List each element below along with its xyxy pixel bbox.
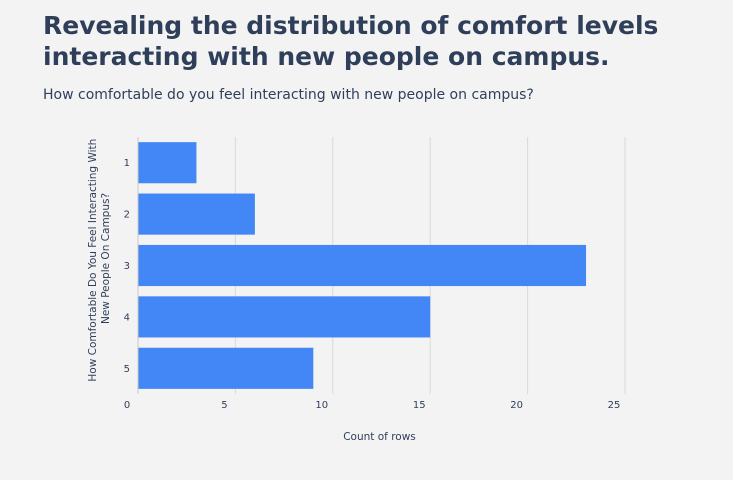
x-tick-label-10: 10 — [315, 400, 328, 411]
chart-title: Revealing the distribution of comfort le… — [43, 11, 659, 71]
bars — [138, 142, 587, 389]
x-tick-label-0: 0 — [124, 400, 130, 411]
x-tick-label-25: 25 — [608, 400, 621, 411]
x-tick-label-5: 5 — [221, 400, 227, 411]
x-tick-label-15: 15 — [413, 400, 426, 411]
y-tick-label-3: 3 — [124, 261, 130, 272]
bar-5 — [138, 347, 314, 389]
y-tick-labels: 1 2 3 4 5 — [124, 158, 130, 375]
y-axis-title: How Comfortable Do You Feel Interacting … — [87, 135, 112, 381]
bar-2 — [138, 193, 255, 235]
bar-4 — [138, 296, 431, 338]
y-tick-label-1: 1 — [124, 158, 130, 169]
bar-3 — [138, 244, 587, 287]
y-tick-label-4: 4 — [124, 312, 130, 323]
x-axis-title: Count of rows — [343, 431, 416, 443]
y-axis-title-line-2: New People On Campus? — [100, 193, 112, 324]
y-axis-title-line-1: How Comfortable Do You Feel Interacting … — [87, 139, 99, 382]
x-tick-labels: 0 5 10 15 20 25 — [124, 400, 621, 411]
x-tick-label-20: 20 — [510, 400, 523, 411]
bar-1 — [138, 142, 197, 184]
y-tick-label-2: 2 — [124, 210, 130, 221]
y-tick-label-5: 5 — [124, 364, 130, 375]
chart-subtitle: How comfortable do you feel interacting … — [43, 87, 534, 103]
